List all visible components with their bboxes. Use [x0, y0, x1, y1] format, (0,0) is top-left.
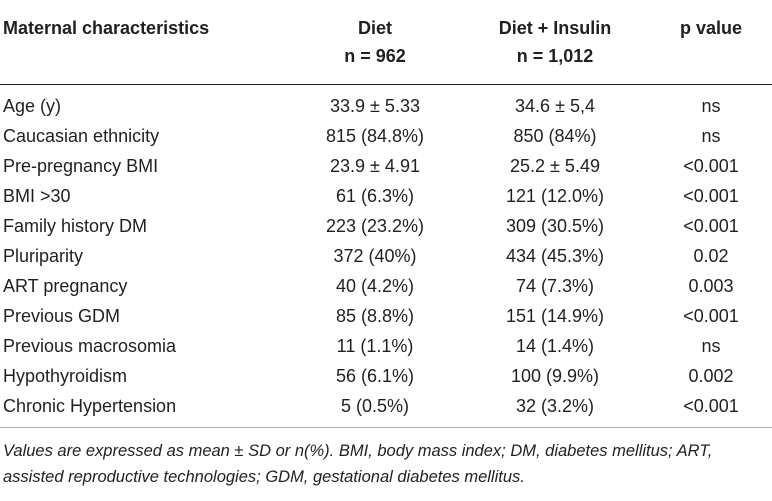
p-value: <0.001: [683, 186, 739, 206]
footnote-row: Values are expressed as mean ± SD or n(%…: [0, 427, 772, 491]
diet-value: 5 (0.5%): [340, 396, 410, 416]
header-diet: Diet n = 962: [290, 0, 460, 85]
diet-insulin-value: 32 (3.2%): [515, 396, 595, 416]
header-diet-label: Diet: [357, 18, 392, 38]
p-value: ns: [701, 336, 721, 356]
row-label: Previous macrosomia: [3, 336, 177, 356]
row-label: Previous GDM: [3, 306, 121, 326]
diet-value: 61 (6.3%): [335, 186, 415, 206]
header-diet-count: n = 962: [344, 46, 406, 66]
header-maternal-characteristics: Maternal characteristics: [3, 18, 210, 38]
row-label: Family history DM: [3, 216, 148, 236]
table-row: ART pregnancy 40 (4.2%) 74 (7.3%) 0.003: [0, 271, 772, 301]
table-footer: Values are expressed as mean ± SD or n(%…: [0, 427, 772, 491]
diet-insulin-value: 100 (9.9%): [510, 366, 600, 386]
header-p-value: p value: [679, 18, 743, 38]
table-row: Previous GDM 85 (8.8%) 151 (14.9%) <0.001: [0, 301, 772, 331]
diet-value: 223 (23.2%): [325, 216, 425, 236]
row-label: Age (y): [3, 96, 62, 116]
diet-value: 33.9 ± 5.33: [330, 96, 420, 116]
p-value: 0.02: [693, 246, 729, 266]
header-diet-insulin: Diet + Insulin n = 1,012: [460, 0, 650, 85]
p-value: <0.001: [683, 156, 739, 176]
diet-insulin-value: 850 (84%): [513, 126, 597, 146]
table-row: Family history DM 223 (23.2%) 309 (30.5%) <…: [0, 211, 772, 241]
p-value: <0.001: [683, 396, 739, 416]
diet-value: 11 (1.1%): [336, 336, 414, 356]
diet-insulin-value: 121 (12.0%): [505, 186, 605, 206]
diet-value: 372 (40%): [333, 246, 417, 266]
table-row: Caucasian ethnicity 815 (84.8%) 850 (84%) n…: [0, 121, 772, 151]
table-footnote: Values are expressed as mean ± SD or n(%…: [3, 442, 713, 486]
diet-insulin-value: 25.2 ± 5.49: [510, 156, 600, 176]
row-label: ART pregnancy: [3, 276, 128, 296]
row-label: Caucasian ethnicity: [3, 126, 160, 146]
diet-insulin-value: 74 (7.3%): [515, 276, 595, 296]
header-row: Maternal characteristics Diet n = 962 Di…: [0, 0, 772, 85]
header-diet-insulin-label: Diet + Insulin: [498, 18, 612, 38]
row-label: Pre-pregnancy BMI: [3, 156, 159, 176]
diet-value: 23.9 ± 4.91: [330, 156, 420, 176]
table-row: Age (y) 33.9 ± 5.33 34.6 ± 5,4 ns: [0, 85, 772, 122]
p-value: 0.002: [688, 366, 734, 386]
row-label: Chronic Hypertension: [3, 396, 177, 416]
table-body: Age (y) 33.9 ± 5.33 34.6 ± 5,4 ns Caucasian …: [0, 85, 772, 428]
table-row: Chronic Hypertension 5 (0.5%) 32 (3.2%) <0.…: [0, 391, 772, 428]
p-value: ns: [701, 126, 721, 146]
row-label: Hypothyroidism: [3, 366, 128, 386]
table-header: Maternal characteristics Diet n = 962 Di…: [0, 0, 772, 85]
diet-insulin-value: 434 (45.3%): [505, 246, 605, 266]
diet-value: 40 (4.2%): [335, 276, 415, 296]
table-row: Previous macrosomia 11 (1.1%) 14 (1.4%) ns: [0, 331, 772, 361]
row-label: BMI >30: [3, 186, 71, 206]
table-row: BMI >30 61 (6.3%) 121 (12.0%) <0.001: [0, 181, 772, 211]
row-label: Pluriparity: [3, 246, 84, 266]
diet-insulin-value: 309 (30.5%): [505, 216, 605, 236]
diet-insulin-value: 14 (1.4%): [515, 336, 595, 356]
table-row: Pre-pregnancy BMI 23.9 ± 4.91 25.2 ± 5.49 <…: [0, 151, 772, 181]
diet-value: 85 (8.8%): [335, 306, 415, 326]
diet-insulin-value: 34.6 ± 5,4: [515, 96, 595, 116]
diet-insulin-value: 151 (14.9%): [505, 306, 605, 326]
table-row: Pluriparity 372 (40%) 434 (45.3%) 0.02: [0, 241, 772, 271]
p-value: ns: [701, 96, 721, 116]
p-value: <0.001: [683, 306, 739, 326]
table-row: Hypothyroidism 56 (6.1%) 100 (9.9%) 0.002: [0, 361, 772, 391]
header-diet-insulin-count: n = 1,012: [516, 46, 594, 66]
diet-value: 56 (6.1%): [335, 366, 415, 386]
p-value: 0.003: [688, 276, 734, 296]
diet-value: 815 (84.8%): [325, 126, 425, 146]
p-value: <0.001: [683, 216, 739, 236]
